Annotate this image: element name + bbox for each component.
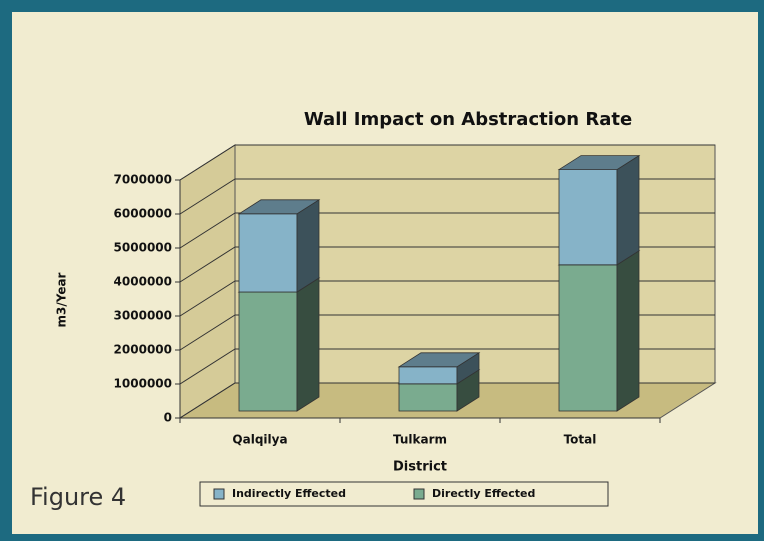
bar-top [397, 352, 481, 368]
grid-line [179, 382, 715, 419]
grid-line [179, 144, 715, 181]
grid-line [179, 280, 715, 317]
bar-top [237, 199, 321, 215]
bar-side [296, 199, 320, 293]
grid-line [179, 212, 715, 249]
legend-swatch [213, 488, 225, 500]
side-wall [179, 144, 236, 419]
bar-front [238, 291, 298, 412]
bar-front [238, 213, 298, 293]
grid-line [179, 348, 715, 385]
x-tick-label: Qalqilya [232, 433, 287, 447]
y-tick-label: 2000000 [114, 343, 172, 357]
legend-label: Directly Effected [432, 487, 535, 500]
bar-front [558, 169, 618, 266]
bar-front [398, 366, 458, 385]
bar-side [616, 154, 640, 266]
y-tick-label: 7000000 [114, 173, 172, 187]
y-tick-label: 4000000 [114, 275, 172, 289]
x-tick-label: Total [564, 433, 597, 447]
grid-line [179, 314, 715, 351]
y-tick-label: 3000000 [114, 309, 172, 323]
figure-caption: Figure 4 [30, 483, 126, 511]
y-tick-label: 6000000 [114, 207, 172, 221]
chart-title: Wall Impact on Abstraction Rate [304, 109, 632, 130]
y-tick-label: 1000000 [114, 377, 172, 391]
grid-line [179, 178, 715, 215]
legend-swatch [413, 488, 425, 500]
grid-line [179, 246, 715, 283]
y-axis-label: m3/Year [55, 272, 69, 327]
bar-front [398, 383, 458, 412]
legend-label: Indirectly Effected [232, 487, 346, 500]
legend-box [199, 481, 609, 507]
x-axis-label: District [393, 460, 447, 475]
y-tick-label: 0 [164, 411, 172, 425]
x-tick-label: Tulkarm [393, 433, 447, 447]
bar-front [558, 264, 618, 412]
y-tick-label: 5000000 [114, 241, 172, 255]
bar-top [557, 155, 641, 171]
bar-side [616, 250, 640, 412]
bar-side [296, 277, 320, 412]
